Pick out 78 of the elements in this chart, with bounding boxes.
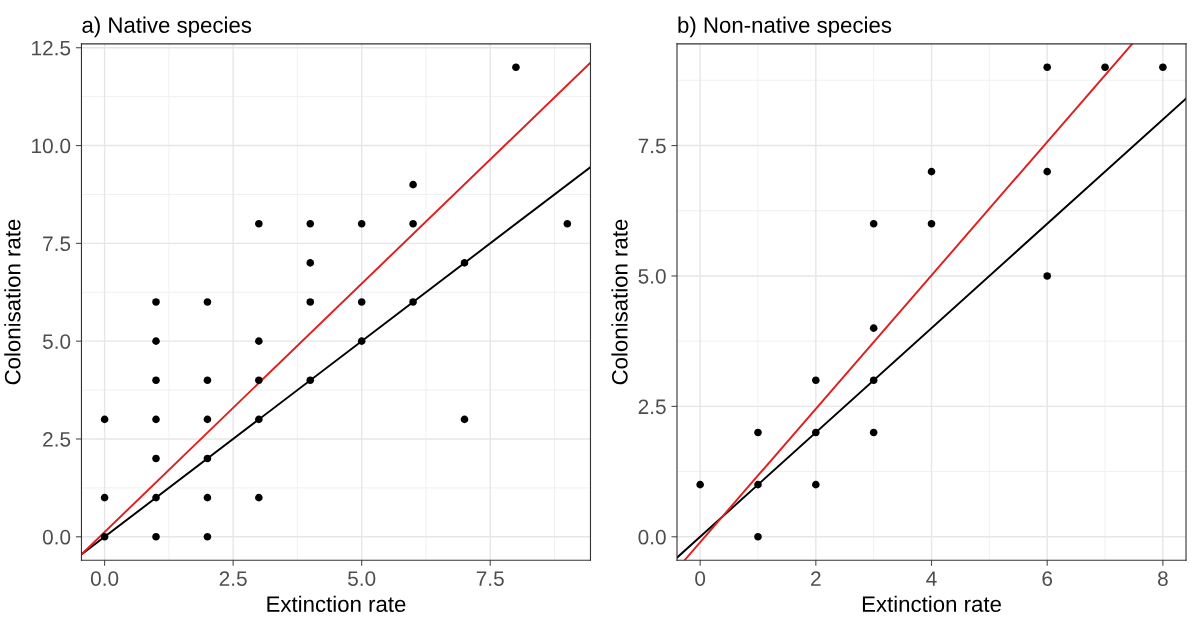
point [357,219,366,228]
point [409,180,417,189]
point [869,219,878,228]
point [1101,63,1109,72]
point [203,298,212,306]
point [1043,167,1051,176]
point [812,428,820,437]
point [812,376,820,385]
point [563,219,572,228]
point [306,298,315,306]
point [203,493,212,502]
point [869,324,878,332]
point [100,532,109,541]
y-tick-label: 7.5 [43,236,71,252]
point [100,493,109,502]
point [460,415,469,424]
point [203,532,212,541]
chart-title: b) Non-native species [678,16,892,38]
point [203,376,212,385]
y-axis-title: Colonisation rate [4,219,21,385]
point [255,493,263,502]
point [696,480,704,489]
point [255,219,263,228]
x-tick-label: 0 [695,571,706,586]
x-tick-label: 2.5 [219,571,247,586]
y-tick-label: 7.5 [638,138,666,154]
y-tick-label: 2.5 [638,399,666,415]
x-tick-label: 8 [1158,571,1168,586]
point [409,298,417,306]
y-tick-label: 10.0 [32,138,71,154]
x-tick-label: 2 [811,571,821,586]
x-tick-label: 5.0 [348,571,376,586]
point [152,454,160,463]
point [152,298,160,306]
point [152,376,160,385]
point [203,454,212,463]
y-tick-label: 0.0 [42,529,71,545]
point [927,219,936,228]
y-tick-label: 2.5 [43,431,71,447]
point [255,415,263,424]
point [754,480,762,489]
x-tick-label: 6 [1042,571,1053,586]
point [460,259,469,267]
point [357,298,366,306]
point [152,532,160,541]
point [869,428,878,437]
point [203,415,212,424]
point [306,376,315,385]
point [869,376,878,385]
point [255,376,263,385]
point [812,480,820,489]
point [1159,63,1167,72]
chart-title: a) Native species [82,16,252,38]
point [754,532,762,541]
y-tick-label: 5.0 [42,334,71,349]
point [1043,63,1051,72]
point [152,337,160,345]
point [927,167,936,176]
point [1043,272,1051,280]
x-tick-label: 0.0 [90,571,119,586]
point [152,493,160,502]
x-tick-label: 7.5 [476,571,504,586]
point [306,219,315,228]
x-axis-title: Extinction rate [862,595,1001,612]
point [754,428,762,437]
point [100,415,109,424]
y-tick-label: 0.0 [638,529,666,545]
point [357,337,366,345]
point [152,415,160,424]
point [512,63,520,72]
point [255,337,263,345]
y-tick-label: 12.5 [32,40,71,56]
y-axis-title: Colonisation rate [611,219,628,385]
x-axis-title: Extinction rate [267,595,406,612]
point [409,219,417,228]
y-tick-label: 5.0 [638,268,666,284]
point [306,259,315,267]
x-tick-label: 4 [926,571,937,586]
